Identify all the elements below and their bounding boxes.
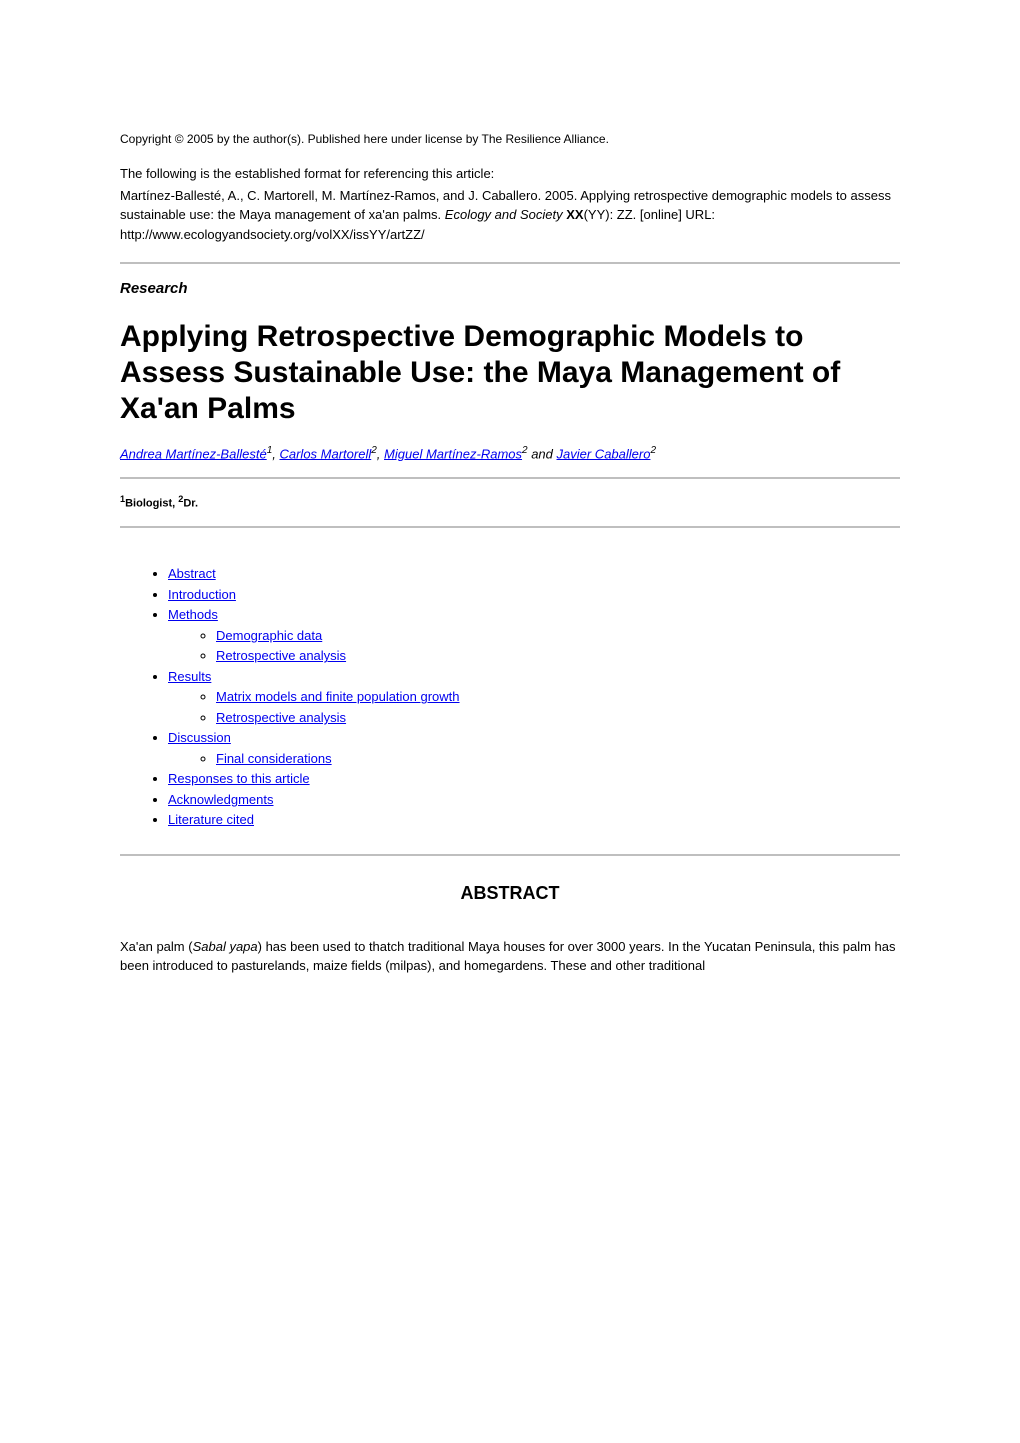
table-of-contents: Abstract Introduction Methods Demographi… — [120, 564, 900, 830]
toc-link-methods[interactable]: Methods — [168, 607, 218, 622]
toc-subitem: Matrix models and finite population grow… — [216, 687, 900, 707]
article-type: Research — [120, 278, 900, 301]
affil-text: Biologist, — [125, 498, 178, 510]
authors-line: Andrea Martínez-Ballesté1, Carlos Martor… — [120, 443, 900, 464]
toc-item: Abstract — [168, 564, 900, 584]
citation-block: Martínez-Ballesté, A., C. Martorell, M. … — [120, 186, 900, 245]
toc-link-acknowledgments[interactable]: Acknowledgments — [168, 792, 274, 807]
toc-link-discussion[interactable]: Discussion — [168, 730, 231, 745]
toc-sublist: Final considerations — [168, 749, 900, 769]
abstract-heading: ABSTRACT — [120, 880, 900, 907]
toc-subitem: Final considerations — [216, 749, 900, 769]
page-title: Applying Retrospective Demographic Model… — [120, 319, 900, 427]
citation-url: http://www.ecologyandsociety.org/volXX/i… — [120, 227, 425, 242]
author-link[interactable]: Andrea Martínez-Ballesté — [120, 446, 267, 461]
author-link[interactable]: Carlos Martorell — [279, 446, 371, 461]
divider — [120, 854, 900, 856]
separator: , — [377, 446, 384, 461]
author-link[interactable]: Miguel Martínez-Ramos — [384, 446, 522, 461]
divider — [120, 262, 900, 264]
toc-item: Introduction — [168, 585, 900, 605]
abstract-species-name: Sabal yapa — [193, 939, 258, 954]
toc-item: Literature cited — [168, 810, 900, 830]
citation-intro: The following is the established format … — [120, 164, 900, 184]
author-link[interactable]: Javier Caballero — [557, 446, 651, 461]
toc-link-demographic-data[interactable]: Demographic data — [216, 628, 322, 643]
toc-subitem: Retrospective analysis — [216, 646, 900, 666]
toc-sublist: Matrix models and finite population grow… — [168, 687, 900, 727]
divider — [120, 477, 900, 479]
toc-subitem: Retrospective analysis — [216, 708, 900, 728]
copyright-notice: Copyright © 2005 by the author(s). Publi… — [120, 130, 900, 148]
toc-item: Responses to this article — [168, 769, 900, 789]
toc-item: Discussion Final considerations — [168, 728, 900, 768]
affil-text: Dr. — [183, 498, 198, 510]
divider — [120, 526, 900, 528]
author-affil-sup: 2 — [650, 445, 656, 456]
toc-link-responses[interactable]: Responses to this article — [168, 771, 310, 786]
toc-link-literature-cited[interactable]: Literature cited — [168, 812, 254, 827]
citation-authors: Martínez-Ballesté, A., C. Martorell, M. … — [120, 188, 577, 203]
toc-link-retrospective-analysis-2[interactable]: Retrospective analysis — [216, 710, 346, 725]
abstract-prefix: Xa'an palm ( — [120, 939, 193, 954]
citation-issue-pages: (YY): ZZ. [online] URL: — [584, 207, 715, 222]
toc-link-final-considerations[interactable]: Final considerations — [216, 751, 332, 766]
toc-link-retrospective-analysis[interactable]: Retrospective analysis — [216, 648, 346, 663]
toc-item: Acknowledgments — [168, 790, 900, 810]
abstract-paragraph: Xa'an palm (Sabal yapa) has been used to… — [120, 937, 900, 976]
toc-link-introduction[interactable]: Introduction — [168, 587, 236, 602]
toc-link-results[interactable]: Results — [168, 669, 211, 684]
citation-journal: Ecology and Society — [445, 207, 563, 222]
toc-link-matrix-models[interactable]: Matrix models and finite population grow… — [216, 689, 460, 704]
toc-item: Methods Demographic data Retrospective a… — [168, 605, 900, 666]
toc-item: Results Matrix models and finite populat… — [168, 667, 900, 728]
affiliations-line: 1Biologist, 2Dr. — [120, 493, 900, 512]
toc-subitem: Demographic data — [216, 626, 900, 646]
toc-list: Abstract Introduction Methods Demographi… — [120, 564, 900, 830]
separator-and: and — [528, 446, 557, 461]
toc-link-abstract[interactable]: Abstract — [168, 566, 216, 581]
toc-sublist: Demographic data Retrospective analysis — [168, 626, 900, 666]
citation-volume: XX — [566, 207, 583, 222]
